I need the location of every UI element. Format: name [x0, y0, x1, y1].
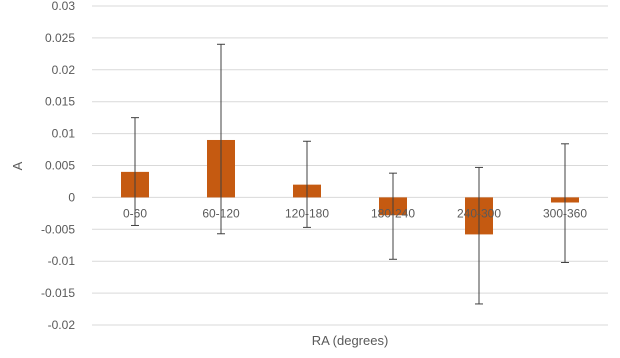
error-bar [389, 172, 397, 260]
y-axis-title: A [10, 161, 25, 170]
x-tick-label: 180-240 [371, 206, 415, 220]
y-tick-label: 0.025 [45, 31, 75, 45]
error-bar [303, 140, 311, 228]
y-tick-label: 0.03 [52, 0, 76, 13]
error-bar [131, 117, 139, 226]
y-tick-label: -0.02 [48, 318, 76, 332]
bars [121, 139, 579, 235]
y-tick-label: 0.02 [52, 63, 76, 77]
y-tick-label: -0.015 [41, 286, 75, 300]
y-tick-label: 0 [68, 190, 75, 204]
x-axis-title: RA (degrees) [312, 333, 389, 348]
y-axis-ticks: 0.03 0.025 0.02 0.015 0.01 0.005 0 -0.005 -0.01 -… [41, 0, 75, 332]
x-tick-label: 0-60 [123, 206, 147, 220]
y-tick-label: 0.005 [45, 159, 75, 173]
x-axis-ticks: 0-60 60-120 120-180 180-240 240-300 300-360 [123, 206, 587, 220]
error-bar [475, 166, 483, 305]
gridlines [92, 5, 608, 326]
x-tick-label: 60-120 [202, 206, 240, 220]
x-tick-label: 300-360 [543, 206, 587, 220]
error-bars [131, 43, 569, 305]
y-tick-label: 0.01 [52, 127, 76, 141]
x-tick-label: 240-300 [457, 206, 501, 220]
y-tick-label: -0.005 [41, 222, 75, 236]
error-bar [561, 143, 569, 263]
error-bar [217, 43, 225, 235]
x-tick-label: 120-180 [285, 206, 329, 220]
y-tick-label: -0.01 [48, 254, 76, 268]
y-tick-label: 0.015 [45, 95, 75, 109]
